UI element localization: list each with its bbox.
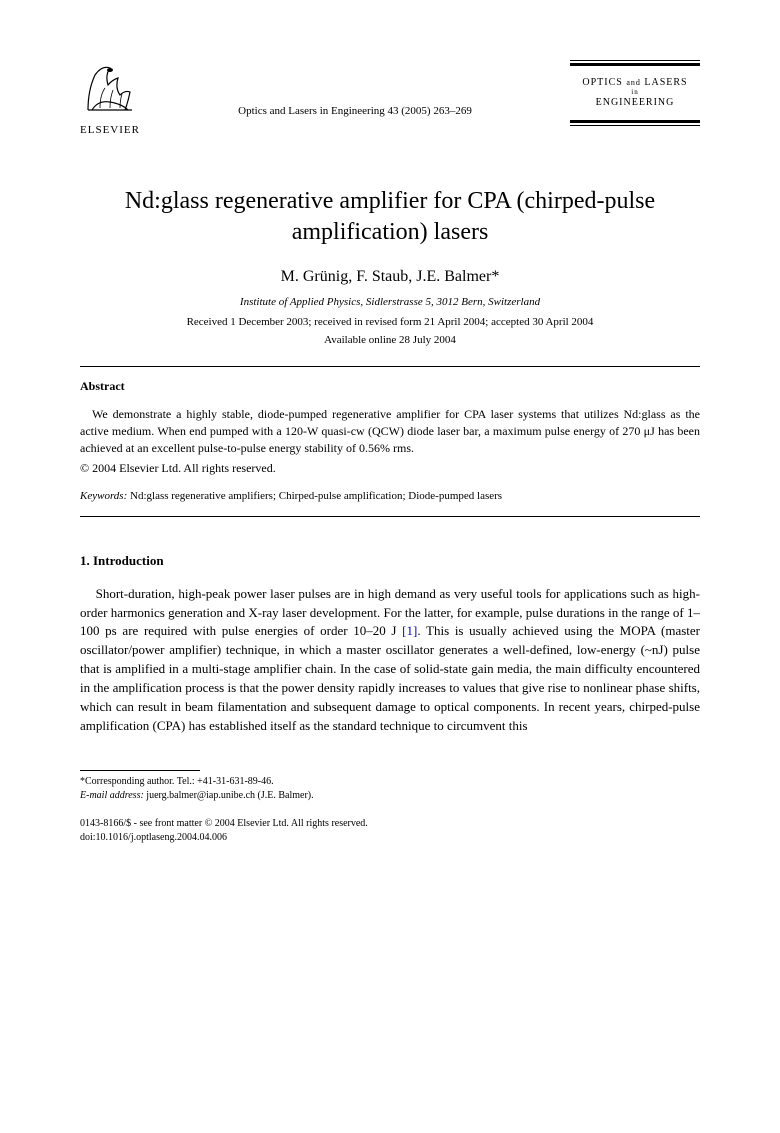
rule-below-keywords <box>80 516 700 517</box>
rule-above-abstract <box>80 366 700 367</box>
journal-word-3: ENGINEERING <box>596 97 675 108</box>
elsevier-logo <box>80 60 140 120</box>
corresponding-author-footnote: *Corresponding author. Tel.: +41-31-631-… <box>80 775 700 789</box>
journal-badge: OPTICS and LASERS in ENGINEERING <box>570 60 700 126</box>
received-dates: Received 1 December 2003; received in re… <box>80 316 700 328</box>
keywords-line: Keywords: Nd:glass regenerative amplifie… <box>80 490 700 502</box>
front-matter-line1: 0143-8166/$ - see front matter © 2004 El… <box>80 817 700 831</box>
footnote-rule <box>80 770 200 771</box>
introduction-heading: 1. Introduction <box>80 553 700 569</box>
email-value: juerg.balmer@iap.unibe.ch (J.E. Balmer). <box>144 790 314 801</box>
intro-text-after-ref: . This is usually achieved using the MOP… <box>80 623 700 732</box>
reference-link-1[interactable]: [1] <box>402 623 417 638</box>
journal-word-2: LASERS <box>644 77 687 88</box>
abstract-heading: Abstract <box>80 379 700 394</box>
citation-line: Optics and Lasers in Engineering 43 (200… <box>140 105 570 117</box>
badge-rule-top <box>570 60 700 66</box>
keywords-text: Nd:glass regenerative amplifiers; Chirpe… <box>127 490 502 502</box>
corresponding-text: *Corresponding author. Tel.: +41-31-631-… <box>80 776 274 787</box>
email-footnote: E-mail address: juerg.balmer@iap.unibe.c… <box>80 789 700 803</box>
email-label: E-mail address: <box>80 790 144 801</box>
online-date: Available online 28 July 2004 <box>80 334 700 346</box>
header-row: ELSEVIER Optics and Lasers in Engineerin… <box>80 60 700 136</box>
badge-rule-bottom <box>570 120 700 126</box>
publisher-block: ELSEVIER <box>80 60 140 136</box>
introduction-body: Short-duration, high-peak power laser pu… <box>80 585 700 736</box>
front-matter-info: 0143-8166/$ - see front matter © 2004 El… <box>80 817 700 845</box>
doi-line: doi:10.1016/j.optlaseng.2004.04.006 <box>80 831 700 845</box>
article-title: Nd:glass regenerative amplifier for CPA … <box>80 186 700 248</box>
affiliation: Institute of Applied Physics, Sidlerstra… <box>80 296 700 308</box>
journal-word-1: OPTICS <box>582 77 622 88</box>
publisher-name: ELSEVIER <box>80 124 140 136</box>
keywords-label: Keywords: <box>80 490 127 502</box>
authors: M. Grünig, F. Staub, J.E. Balmer* <box>80 268 700 286</box>
abstract-text: We demonstrate a highly stable, diode-pu… <box>80 406 700 456</box>
journal-name: OPTICS and LASERS in ENGINEERING <box>570 76 700 110</box>
abstract-copyright: © 2004 Elsevier Ltd. All rights reserved… <box>80 461 700 476</box>
journal-and: and <box>626 78 641 87</box>
